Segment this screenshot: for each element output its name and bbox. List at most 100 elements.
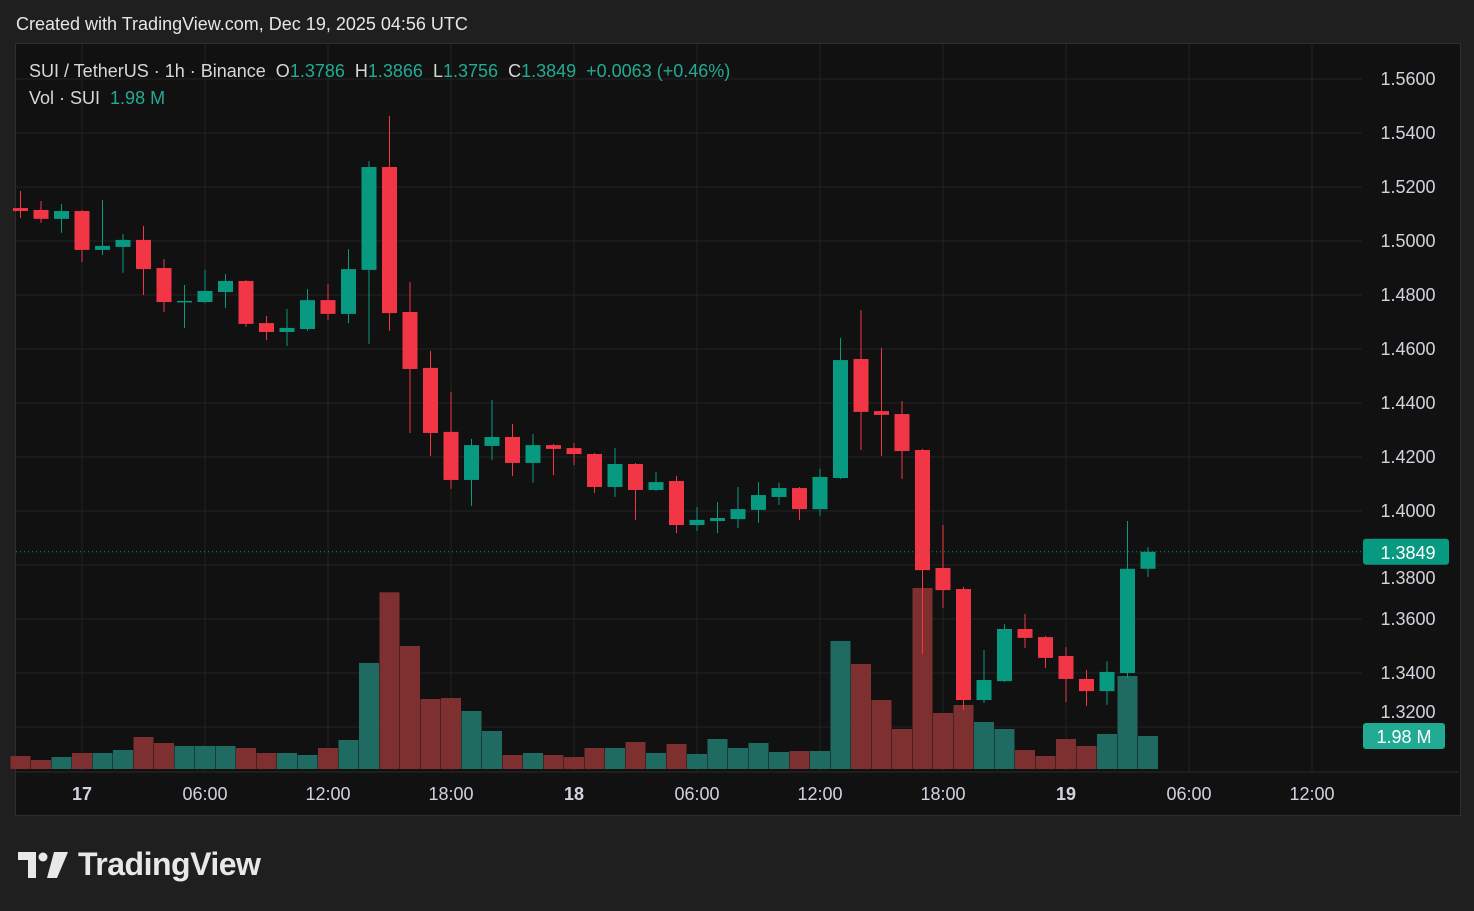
y-tick-label: 1.4400: [1380, 393, 1435, 413]
y-tick-label: 1.4200: [1380, 447, 1435, 467]
chart-panel[interactable]: [15, 43, 1461, 816]
candle-body: [156, 268, 172, 303]
candle-body: [320, 300, 336, 314]
volume-bar: [646, 752, 666, 769]
candle-body: [197, 290, 213, 303]
volume-bar: [769, 751, 789, 769]
candle: [74, 209, 90, 263]
candle-body: [587, 454, 602, 487]
tradingview-logo: TradingView: [18, 846, 261, 883]
candle: [341, 249, 356, 324]
volume-bar: [236, 747, 256, 769]
volume-bar: [72, 752, 92, 769]
candle-body: [259, 323, 274, 332]
candle-body: [443, 431, 459, 480]
volume-bar: [1076, 745, 1097, 769]
candle: [1017, 613, 1033, 648]
high-label: H: [354, 61, 368, 81]
candle: [956, 586, 971, 710]
x-tick-label: 17: [72, 784, 92, 804]
candle-body: [853, 358, 869, 412]
candle: [33, 201, 49, 223]
candle-body: [136, 239, 151, 270]
volume-bar: [1056, 738, 1076, 769]
y-tick-label: 1.4600: [1380, 339, 1435, 359]
candle: [751, 482, 766, 523]
volume-bar: [974, 721, 994, 769]
candle-body: [935, 567, 951, 591]
volume-bar: [215, 745, 236, 769]
candle: [525, 434, 541, 483]
candle: [115, 233, 131, 273]
y-tick-label: 1.5600: [1380, 69, 1435, 89]
candle: [156, 259, 172, 313]
volume-bar: [174, 745, 195, 769]
volume-bar: [687, 753, 707, 769]
symbol-legend: SUI / TetherUS · 1h · Binance O1.3786 H1…: [29, 58, 730, 112]
candle-body: [382, 167, 397, 314]
candle-body: [238, 280, 254, 324]
volume-bar: [482, 730, 502, 769]
x-tick-label: 06:00: [1166, 784, 1211, 804]
candle: [361, 161, 377, 344]
candle: [218, 273, 233, 308]
volume-bar: [564, 756, 584, 769]
candle-body: [115, 239, 131, 247]
tradingview-logo-text: TradingView: [78, 846, 261, 882]
candle-body: [279, 327, 295, 332]
candle: [238, 280, 254, 327]
candle-body: [74, 211, 90, 250]
y-tick-label: 1.3200: [1380, 702, 1435, 722]
last-volume-tag: [1363, 722, 1445, 749]
volume-bar: [92, 752, 113, 769]
open-label: O: [275, 61, 290, 81]
candle-body: [13, 208, 28, 212]
candle: [771, 482, 787, 506]
candle-body: [833, 360, 848, 479]
volume-bar: [912, 587, 933, 769]
volume-bar: [707, 738, 728, 769]
x-tick-label: 19: [1056, 784, 1076, 804]
candle-body: [546, 445, 561, 449]
high-value: 1.3866: [367, 61, 423, 81]
x-tick-label: 18: [564, 784, 584, 804]
volume-bar: [113, 749, 133, 769]
candle: [607, 448, 623, 497]
candle-body: [710, 518, 725, 521]
volume-bar: [1138, 735, 1158, 769]
candle: [95, 199, 110, 256]
candle: [464, 438, 479, 506]
volume-bar: [420, 698, 441, 769]
x-tick-label: 18:00: [920, 784, 965, 804]
candle-body: [361, 167, 377, 270]
candle: [894, 401, 910, 479]
close-value: 1.3849: [521, 61, 577, 81]
volume-bar: [1097, 733, 1117, 769]
y-tick-label: 1.3600: [1380, 609, 1435, 629]
volume-bar: [502, 754, 523, 769]
candle: [177, 285, 192, 328]
candle-body: [607, 464, 623, 487]
candle-body: [894, 414, 910, 452]
candle: [136, 225, 151, 295]
volume-bar: [543, 754, 564, 769]
last-volume-label: 1.98 M: [1376, 727, 1431, 747]
candle-body: [1038, 637, 1053, 658]
candle-body: [669, 481, 684, 526]
candle-body: [792, 488, 807, 510]
candle: [1099, 661, 1115, 705]
last-price-tag: [1363, 538, 1449, 565]
volume-bar: [810, 750, 830, 769]
volume-bar: [605, 747, 625, 769]
candle: [382, 115, 397, 331]
volume-bar: [318, 747, 338, 769]
candle: [812, 468, 828, 517]
candle-body: [1120, 568, 1135, 673]
candle: [423, 350, 438, 456]
candle: [669, 475, 684, 534]
symbol-title: SUI / TetherUS · 1h · Binance: [29, 61, 266, 81]
y-tick-label: 1.5000: [1380, 231, 1435, 251]
candle-body: [402, 312, 418, 369]
candle: [320, 283, 336, 321]
